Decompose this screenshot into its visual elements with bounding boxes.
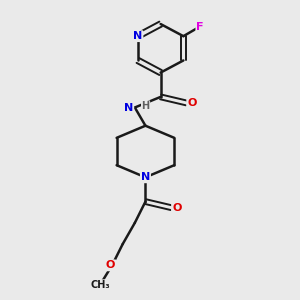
Text: O: O: [187, 98, 196, 108]
Text: N: N: [133, 31, 142, 41]
Text: N: N: [141, 172, 150, 182]
Text: F: F: [196, 22, 204, 32]
Text: N: N: [124, 103, 133, 112]
Text: O: O: [172, 203, 182, 213]
Text: O: O: [106, 260, 115, 270]
Text: H: H: [142, 101, 150, 111]
Text: CH₃: CH₃: [90, 280, 110, 290]
